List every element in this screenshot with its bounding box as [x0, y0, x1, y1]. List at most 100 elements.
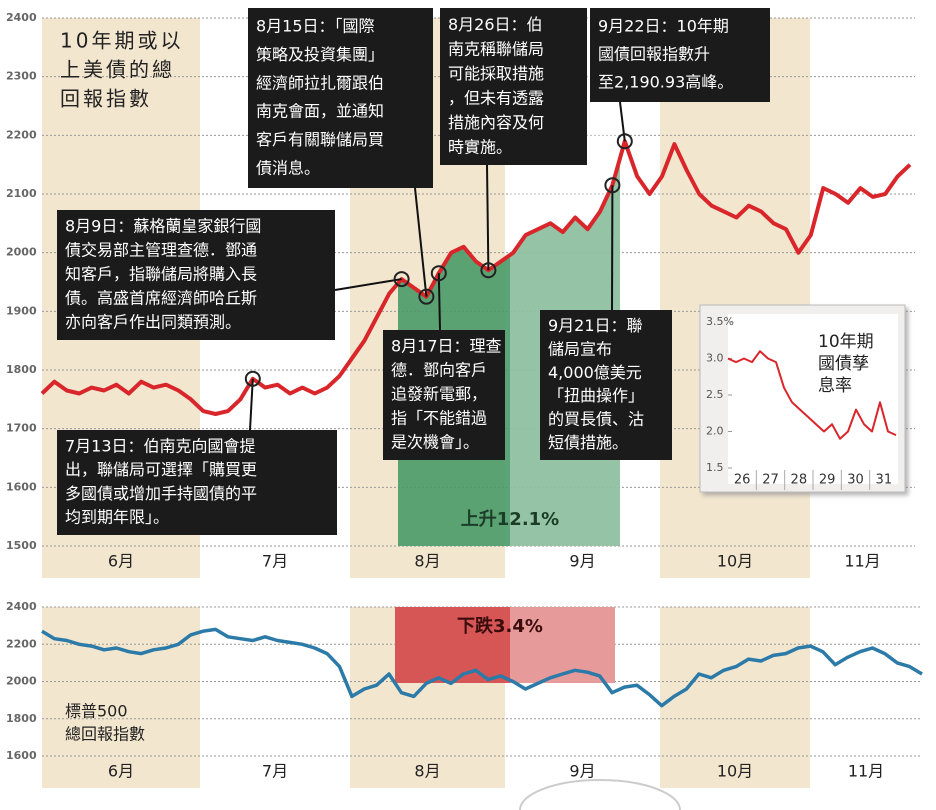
- annotation-text: 短債措施。: [548, 433, 628, 452]
- series-line: [40, 139, 912, 416]
- annotation-text: 9月21日：聯: [548, 316, 643, 335]
- month-label: 8月: [414, 762, 440, 781]
- y-tick-label: 3.0: [706, 352, 724, 365]
- annotation-text: 多國債或增加手持國債的平: [65, 484, 257, 503]
- y-tick-label: 1800: [6, 363, 37, 376]
- annotation-text: 債。高盛首席經濟師哈丘斯: [65, 289, 257, 308]
- annotation-text: 9月22日：10年期: [598, 17, 729, 36]
- leader-line: [486, 164, 490, 271]
- annotation-text: 至2,190.93高峰。: [598, 73, 733, 92]
- annotation-text: 經濟師拉扎爾跟伯: [256, 73, 384, 92]
- region-label: 下跌3.4%: [457, 615, 543, 637]
- annotation-text: 「扭曲操作」: [548, 386, 644, 405]
- annotation-text: 時實施。: [448, 137, 512, 156]
- series-line: [41, 627, 923, 708]
- annotation-box: [383, 330, 505, 460]
- month-band: [660, 607, 810, 788]
- month-label: 11月: [848, 762, 884, 781]
- annotation-text: 南克會面，並通知: [256, 102, 384, 121]
- annotation-box: [590, 8, 770, 102]
- chart-label: 標普500: [65, 702, 128, 721]
- y-tick-label: 1600: [6, 480, 37, 493]
- month-label: 10月: [717, 762, 753, 781]
- fall-region: [395, 607, 510, 683]
- y-tick-label: 2.5: [706, 388, 724, 401]
- annotation-text: 出，聯儲局可選擇「購買更: [65, 460, 257, 479]
- month-label: 6月: [108, 762, 134, 781]
- y-tick-label: 1.5: [706, 461, 724, 474]
- y-tick-label: 2300: [6, 70, 37, 83]
- month-label: 11月: [844, 552, 880, 571]
- y-tick-label: 2000: [6, 675, 37, 688]
- y-tick-label: 2.0: [706, 425, 724, 438]
- annotation-text: 措施內容及何: [448, 113, 544, 132]
- y-tick-label: 1600: [6, 749, 37, 762]
- month-label: 9月: [569, 552, 595, 571]
- annotation-box: [57, 430, 337, 535]
- chart-label: 10年期或以: [60, 29, 183, 53]
- inset-label: 息率: [818, 376, 852, 396]
- annotation-text: 南克稱聯儲局: [448, 39, 544, 58]
- x-tick-label: 30: [847, 473, 864, 488]
- annotation-box: [540, 310, 672, 460]
- annotation-text: 是次機會」。: [391, 433, 479, 452]
- event-point: [480, 262, 497, 279]
- chart-label: 上美債的總: [60, 58, 175, 82]
- month-band: [42, 607, 200, 788]
- x-tick-label: 31: [876, 473, 893, 488]
- decor-arc: [519, 779, 681, 810]
- y-tick-label: 1800: [6, 712, 37, 725]
- annotation-box: [57, 210, 335, 340]
- y-tick-label: 2000: [6, 246, 37, 259]
- leader-line: [414, 187, 428, 297]
- month-label: 9月: [569, 762, 595, 781]
- month-label: 6月: [108, 552, 134, 571]
- month-label: 10月: [717, 552, 753, 571]
- event-point: [430, 265, 447, 282]
- annotation-box: [248, 8, 433, 188]
- annotation-text: 客戶有關聯儲局買: [256, 130, 384, 149]
- month-label: 7月: [262, 552, 288, 571]
- y-tick-label: 2200: [6, 637, 37, 650]
- x-tick-label: 28: [791, 473, 808, 488]
- event-point: [244, 370, 261, 387]
- annotation-text: 策略及投資集團」: [256, 45, 384, 64]
- x-tick-label: 29: [819, 473, 836, 488]
- y-tick-label: 2100: [6, 187, 37, 200]
- fall-region-light: [510, 607, 615, 683]
- annotation-text: 可能採取措施: [448, 64, 544, 83]
- month-label: 8月: [414, 552, 440, 571]
- annotation-text: 國債回報指數升: [598, 45, 710, 64]
- annotation-text: 8月26日：伯: [448, 15, 543, 34]
- annotation-box: [440, 8, 587, 165]
- chart-label: 總回報指數: [65, 725, 145, 744]
- annotation-text: 儲局宣布: [548, 340, 612, 359]
- y-tick-label: 2400: [6, 11, 37, 24]
- y-tick-label: 1900: [6, 304, 37, 317]
- event-point: [616, 133, 633, 150]
- event-point: [604, 177, 621, 194]
- annotation-text: 均到期年限」。: [65, 508, 169, 527]
- region-label: 上升12.1%: [461, 509, 559, 530]
- annotation-text: ，但未有透露: [448, 88, 544, 107]
- annotation-text: 8月9日：蘇格蘭皇家銀行國: [65, 217, 261, 236]
- y-tick-label: 3.5%: [706, 315, 734, 328]
- month-label: 7月: [262, 762, 288, 781]
- annotation-text: 8月15日：「國際: [256, 17, 375, 36]
- annotation-text: 指「不能錯過: [391, 409, 487, 428]
- annotation-text: 8月17日：理查: [391, 337, 502, 356]
- annotation-text: 4,000億美元: [548, 363, 642, 382]
- y-tick-label: 1700: [6, 422, 37, 435]
- annotation-text: 債交易部主管理查德．鄧通: [65, 241, 257, 260]
- inset-label: 10年期: [818, 332, 874, 352]
- annotation-text: 追發新電郵，: [391, 385, 487, 404]
- y-tick-label: 2400: [6, 600, 37, 613]
- annotation-text: 7月13日：伯南克向國會提: [65, 436, 256, 455]
- leader-line: [334, 278, 402, 291]
- y-tick-label: 2200: [6, 128, 37, 141]
- annotation-text: 債消息。: [256, 158, 320, 177]
- annotation-text: 德．鄧向客戶: [391, 361, 487, 380]
- event-point: [393, 271, 410, 288]
- y-tick-label: 1500: [6, 539, 37, 552]
